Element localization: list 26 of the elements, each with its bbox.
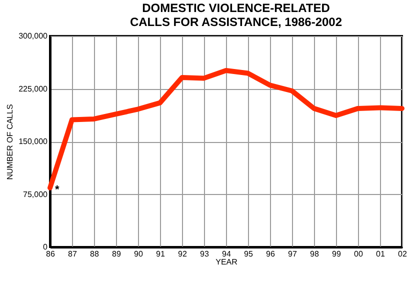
x-tick-label: 87 xyxy=(68,250,78,258)
x-tick-label: 94 xyxy=(222,250,232,258)
x-tick-label: 86 xyxy=(46,250,56,258)
x-tick-label: 96 xyxy=(266,250,276,258)
x-tick-label: 97 xyxy=(288,250,298,258)
x-tick-label: 95 xyxy=(244,250,254,258)
x-tick-label: 89 xyxy=(112,250,122,258)
annotation: * xyxy=(55,184,60,196)
y-tick-label: 0 xyxy=(43,242,48,252)
x-tick-label: 00 xyxy=(354,250,364,258)
x-tick-label: 88 xyxy=(90,250,100,258)
chart-title: DOMESTIC VIOLENCE-RELATED CALLS FOR ASSISTANCE, 1986-2002 xyxy=(130,1,342,29)
y-axis-title: NUMBER OF CALLS xyxy=(6,104,15,180)
x-tick-label: 92 xyxy=(178,250,188,258)
x-tick-label: 91 xyxy=(156,250,166,258)
y-tick-label: 150,000 xyxy=(18,137,48,146)
y-tick-label: 300,000 xyxy=(18,32,48,40)
x-axis-title: YEAR xyxy=(216,258,238,266)
x-tick-label: 02 xyxy=(398,250,408,258)
y-tick-label: 75,000 xyxy=(23,190,48,199)
x-tick-label: 98 xyxy=(310,250,320,258)
y-tick-label: 225,000 xyxy=(18,84,48,94)
x-tick-label: 90 xyxy=(134,250,144,258)
x-tick-label: 01 xyxy=(376,250,386,258)
x-tick-label: 93 xyxy=(200,250,210,258)
x-tick-label: 99 xyxy=(332,250,342,258)
